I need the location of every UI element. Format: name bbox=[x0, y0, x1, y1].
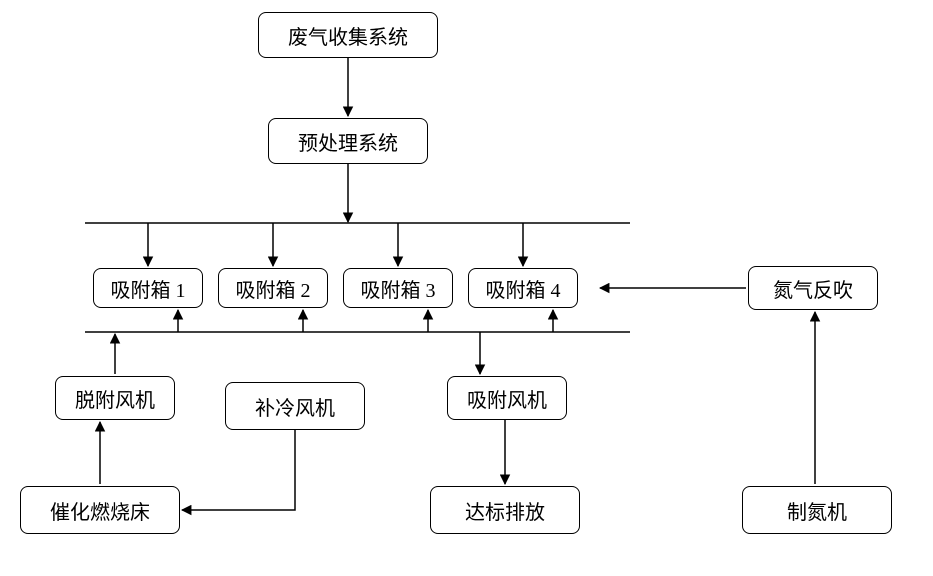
node-box3: 吸附箱 3 bbox=[343, 268, 453, 308]
node-label: 吸附风机 bbox=[467, 384, 547, 413]
node-label: 脱附风机 bbox=[75, 384, 155, 413]
node-coldfan: 补冷风机 bbox=[225, 382, 365, 430]
node-adsfan: 吸附风机 bbox=[447, 376, 567, 420]
node-label: 氮气反吹 bbox=[773, 274, 853, 303]
node-label: 补冷风机 bbox=[255, 392, 335, 421]
flowchart-canvas: 废气收集系统 预处理系统 吸附箱 1 吸附箱 2 吸附箱 3 吸附箱 4 氮气反… bbox=[0, 0, 933, 576]
node-label: 废气收集系统 bbox=[288, 21, 408, 50]
node-label: 吸附箱 4 bbox=[486, 274, 561, 303]
node-label: 达标排放 bbox=[465, 496, 545, 525]
node-label: 吸附箱 3 bbox=[361, 274, 436, 303]
node-label: 吸附箱 1 bbox=[111, 274, 186, 303]
node-box2: 吸附箱 2 bbox=[218, 268, 328, 308]
node-label: 催化燃烧床 bbox=[50, 496, 150, 525]
node-pretreat: 预处理系统 bbox=[268, 118, 428, 164]
node-label: 预处理系统 bbox=[298, 127, 398, 156]
node-n2gen: 制氮机 bbox=[742, 486, 892, 534]
node-label: 制氮机 bbox=[787, 496, 847, 525]
node-box1: 吸附箱 1 bbox=[93, 268, 203, 308]
node-label: 吸附箱 2 bbox=[236, 274, 311, 303]
node-collect: 废气收集系统 bbox=[258, 12, 438, 58]
node-catalytic: 催化燃烧床 bbox=[20, 486, 180, 534]
node-box4: 吸附箱 4 bbox=[468, 268, 578, 308]
node-emit: 达标排放 bbox=[430, 486, 580, 534]
node-desorbfan: 脱附风机 bbox=[55, 376, 175, 420]
node-n2back: 氮气反吹 bbox=[748, 266, 878, 310]
